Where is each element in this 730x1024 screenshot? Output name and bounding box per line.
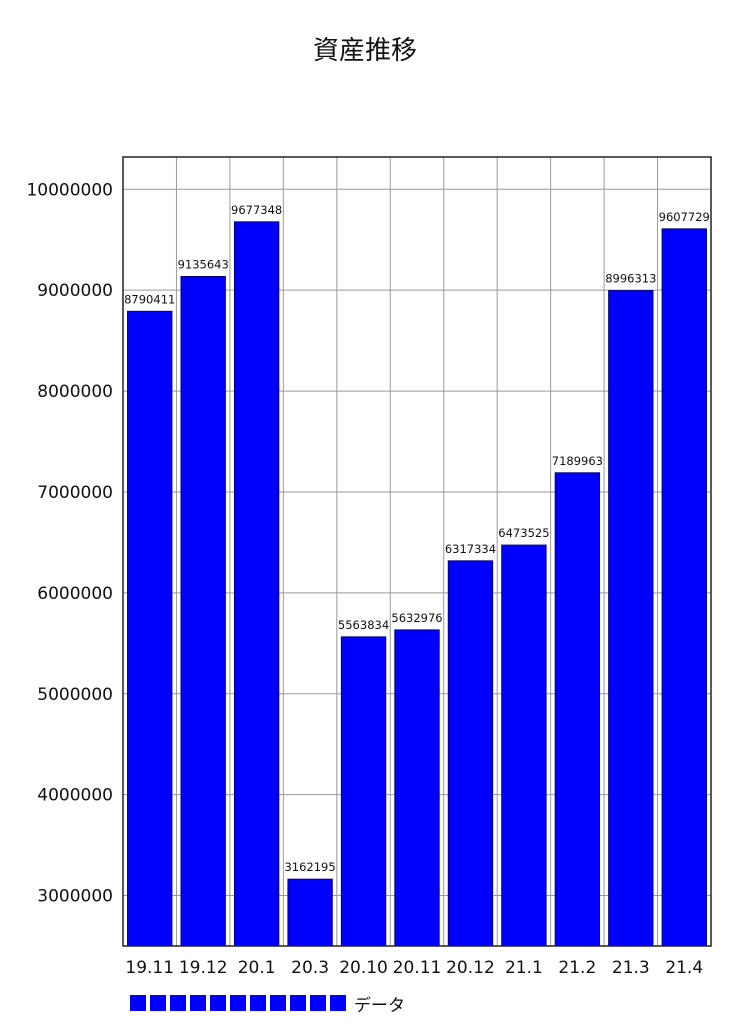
bar-21.3 <box>608 290 654 947</box>
x-tick-label: 21.1 <box>505 958 543 978</box>
data-label: 9607729 <box>659 210 710 224</box>
y-tick-label: 5000000 <box>37 685 113 705</box>
legend-swatch <box>290 995 306 1011</box>
x-tick-label: 21.2 <box>558 958 596 978</box>
data-label: 8790411 <box>124 292 175 306</box>
x-tick-label: 20.3 <box>291 958 329 978</box>
axes: 3000000 4000000 5000000 6000000 7000000 80000… <box>26 156 712 978</box>
y-tick-label: 6000000 <box>37 584 113 604</box>
legend-swatch <box>210 995 226 1011</box>
bar-20.1 <box>233 221 280 947</box>
data-label: 9135643 <box>178 257 229 271</box>
x-tick-label: 19.12 <box>179 958 228 978</box>
y-tick-label: 7000000 <box>37 483 113 503</box>
bar-21.4 <box>661 228 707 947</box>
legend-swatch <box>150 995 166 1011</box>
bar-19.12 <box>180 275 226 947</box>
legend-swatch <box>130 995 146 1011</box>
bar-20.11 <box>394 629 440 947</box>
y-tick-label: 3000000 <box>37 887 113 907</box>
legend-swatch <box>270 995 286 1011</box>
x-tick-label: 20.11 <box>393 958 442 978</box>
data-label: 5632976 <box>391 611 442 625</box>
y-tick-label: 8000000 <box>37 382 113 402</box>
data-label: 6473525 <box>498 526 549 540</box>
bars <box>127 221 707 947</box>
y-tick-label: 9000000 <box>37 281 113 301</box>
bar-21.2 <box>554 472 601 947</box>
bar-20.10 <box>340 636 387 947</box>
data-labels: 8790411 9135643 9677348 3162195 5563834 56329… <box>124 203 710 874</box>
legend-swatch <box>250 995 266 1011</box>
plot-border <box>122 156 712 947</box>
bar-20.12 <box>447 560 494 947</box>
legend-swatch <box>310 995 326 1011</box>
legend: データ <box>130 992 405 1016</box>
bar-20.3 <box>287 878 333 947</box>
x-tick-label: 21.4 <box>665 958 703 978</box>
x-tick-label: 20.1 <box>238 958 276 978</box>
data-label: 8996313 <box>605 272 656 286</box>
y-tick-label: 4000000 <box>37 786 113 806</box>
x-tick-label: 20.12 <box>446 958 495 978</box>
data-label: 7189963 <box>552 454 603 468</box>
x-tick-label: 20.10 <box>339 958 388 978</box>
x-tick-label: 19.11 <box>125 958 174 978</box>
data-label: 9677348 <box>231 203 282 217</box>
legend-swatch <box>230 995 246 1011</box>
bar-21.1 <box>501 544 547 947</box>
legend-swatches <box>130 995 346 1011</box>
chart-title: 資産推移 <box>312 36 417 66</box>
data-label: 5563834 <box>338 618 389 632</box>
legend-swatch <box>170 995 186 1011</box>
y-tick-label: 10000000 <box>26 180 113 200</box>
data-label: 6317334 <box>445 542 496 556</box>
bar-19.11 <box>127 310 173 947</box>
x-tick-label: 21.3 <box>612 958 650 978</box>
data-label: 3162195 <box>284 860 335 874</box>
legend-label: データ <box>354 995 405 1016</box>
legend-swatch <box>190 995 206 1011</box>
legend-swatch <box>330 995 346 1011</box>
